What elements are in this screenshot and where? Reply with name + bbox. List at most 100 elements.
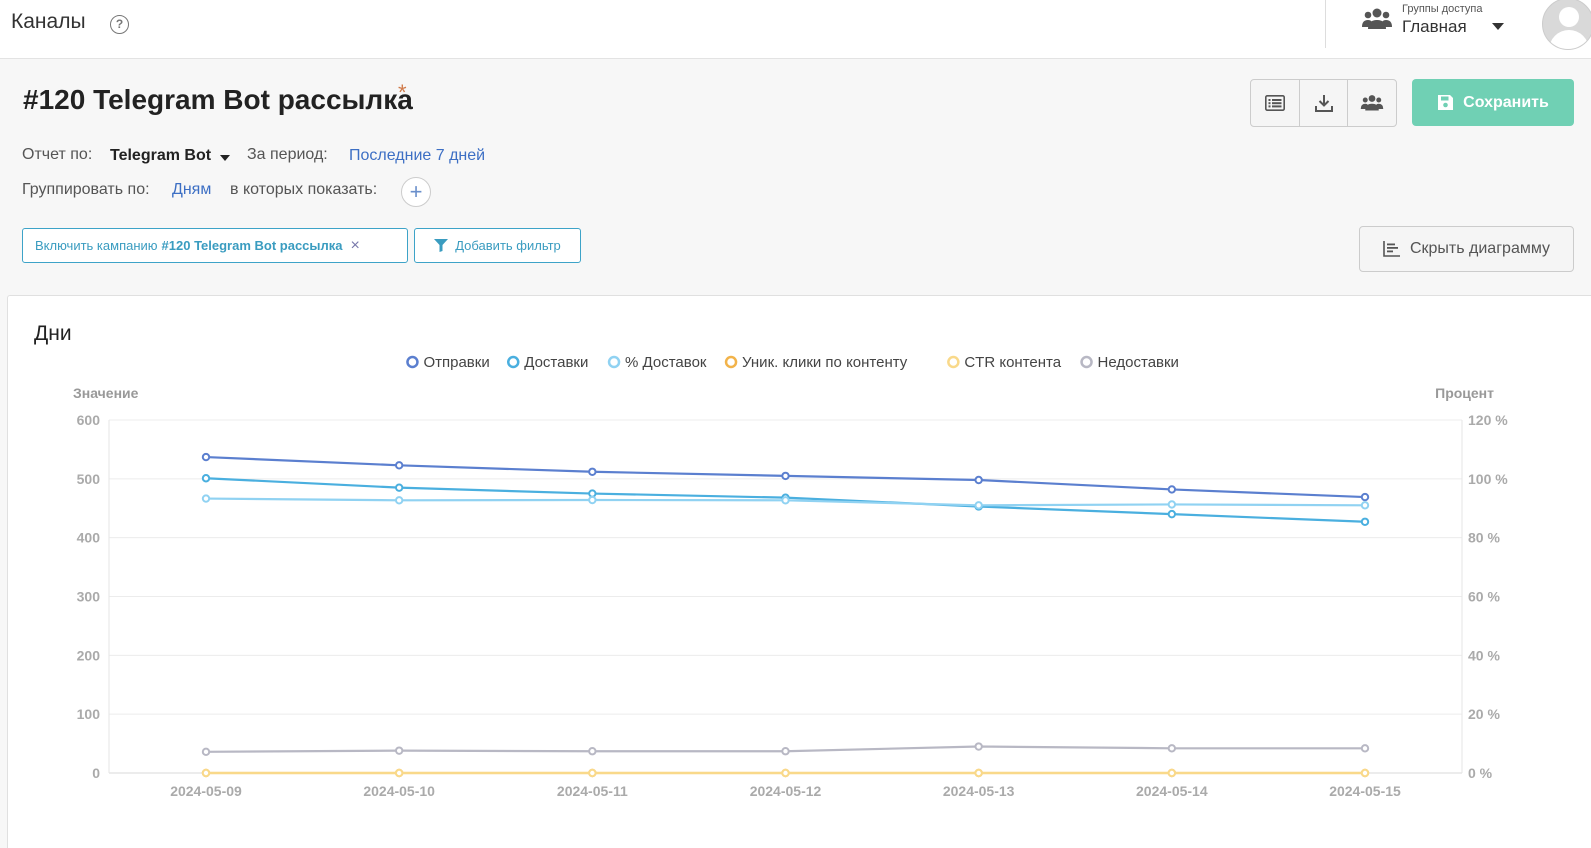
close-icon[interactable]: × [350,236,360,254]
y-left-tick-label: 0 [92,765,100,781]
users-icon [1362,8,1392,29]
divider [1325,0,1326,48]
y-left-tick-label: 100 [77,706,101,722]
filter-chip-value: #120 Telegram Bot рассылка [161,238,343,253]
legend-marker [724,355,738,369]
y-left-tick-label: 600 [77,412,101,428]
y-right-tick-label: 60 % [1468,589,1500,605]
data-point [394,746,404,755]
download-button[interactable] [1300,80,1349,126]
data-point [974,742,983,751]
data-point [201,768,211,778]
data-point [1360,517,1370,526]
legend-marker [947,355,960,369]
table-view-button[interactable] [1251,80,1300,126]
legend-marker [607,355,621,369]
access-groups-label: Группы доступа [1402,3,1483,15]
y-left-tick-label: 400 [77,530,101,546]
legend-label: Отправки [423,354,489,371]
period-label: За период: [247,146,328,163]
legend-label: CTR контента [964,354,1061,371]
chart-panel [7,295,1591,848]
y-left-tick-label: 500 [77,471,101,487]
data-point [1360,768,1370,778]
list-icon [1264,95,1285,111]
add-filter-button[interactable]: Добавить фильтр [414,228,581,263]
data-point [1167,500,1177,509]
y-right-tick-label: 0 % [1468,765,1493,781]
data-point [974,768,983,778]
y-right-tick-label: 80 % [1468,530,1500,546]
page-title: Каналы [11,10,86,33]
add-filter-label: Добавить фильтр [455,238,561,253]
data-point [588,747,597,756]
data-point [394,496,404,505]
data-point [1360,501,1370,510]
data-point [781,768,790,778]
period-link[interactable]: Последние 7 дней [349,147,486,164]
data-point [974,501,983,510]
y-left-axis-title: Значение [73,385,139,401]
x-tick-label: 2024-05-13 [943,783,1015,799]
y-right-tick-label: 120 % [1468,412,1508,428]
data-point [1167,509,1177,519]
x-tick-label: 2024-05-12 [750,783,822,799]
top-bar: Каналы ? Группы доступа Главная [0,0,1591,59]
data-point [394,768,404,778]
legend-marker [507,355,520,369]
data-point [1167,485,1177,494]
x-tick-label: 2024-05-09 [170,783,242,799]
data-point [588,489,597,498]
y-right-axis-title: Процент [1435,385,1494,401]
data-point [1167,744,1177,753]
legend-marker [1080,355,1093,369]
hide-chart-label: Скрыть диаграмму [1409,240,1551,257]
floppy-disk-icon [1438,95,1454,110]
users-icon [1360,95,1384,111]
data-point [394,483,404,492]
y-left-tick-label: 200 [77,647,101,663]
chevron-down-icon [1492,23,1504,30]
data-point [201,494,211,503]
data-point [588,768,597,778]
x-tick-label: 2024-05-15 [1329,783,1401,799]
y-right-tick-label: 40 % [1468,647,1500,663]
unsaved-marker: * [398,80,407,105]
show-in-label: в которых показать: [230,181,378,198]
legend-label: % Доставок [625,354,707,371]
bar-chart-icon [1383,241,1400,257]
share-groups-button[interactable] [1348,80,1396,126]
report-actions [1250,79,1397,127]
y-right-tick-label: 20 % [1468,706,1500,722]
save-button[interactable]: Сохранить [1412,79,1574,126]
y-left-tick-label: 300 [77,589,101,605]
add-dimension-button[interactable]: + [401,177,431,207]
data-point [1360,492,1370,502]
help-icon[interactable]: ? [110,15,129,34]
y-right-tick-label: 100 % [1468,471,1508,487]
avatar[interactable] [1542,0,1591,50]
data-point [1360,744,1370,753]
filter-chip[interactable]: Включить кампанию #120 Telegram Bot расс… [22,228,408,263]
filter-chip-prefix: Включить кампанию [35,238,158,253]
data-point [201,474,211,483]
data-point [201,747,211,757]
legend-marker [406,355,419,369]
x-tick-label: 2024-05-10 [363,783,435,799]
data-point [201,452,211,462]
legend-label: Уник. клики по контенту [742,354,908,371]
data-point [781,496,790,505]
group-by-label: Группировать по: [22,181,150,198]
data-point [588,467,597,476]
group-by-link[interactable]: Дням [172,181,212,198]
hide-chart-button[interactable]: Скрыть диаграмму [1359,226,1574,272]
access-group-value: Главная [1402,17,1467,36]
download-icon [1314,95,1333,112]
report-by-label: Отчет по: [22,146,93,163]
data-point [394,461,404,470]
chart-title: Дни [34,322,72,345]
x-tick-label: 2024-05-14 [1136,783,1208,799]
filter-icon [434,239,449,252]
legend-label: Недоставки [1098,354,1179,371]
data-point [781,747,790,756]
